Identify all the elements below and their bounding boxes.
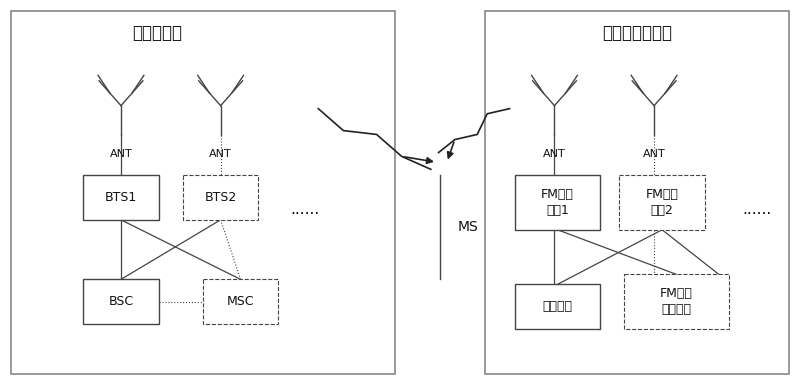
Bar [11,11,395,374]
Text: ANT: ANT [543,149,566,160]
Text: BTS1: BTS1 [105,191,137,204]
Text: ......: ...... [742,202,771,217]
Text: 广播总台: 广播总台 [542,300,573,313]
Text: MS: MS [458,220,478,234]
Text: ANT: ANT [210,149,232,160]
Text: BTS2: BTS2 [205,191,237,204]
Text: FM广播
监控中心: FM广播 监控中心 [660,287,693,316]
Text: ......: ...... [290,202,320,217]
Bar [514,284,600,329]
Text: ANT: ANT [642,149,666,160]
Text: MSC: MSC [227,295,254,308]
Text: FM发射
设备2: FM发射 设备2 [646,188,678,217]
Text: ANT: ANT [110,149,132,160]
Bar [202,279,278,324]
Bar [182,175,258,220]
Bar [619,175,705,230]
Bar [83,279,159,324]
Bar [514,175,600,230]
Bar [83,175,159,220]
Text: BSC: BSC [109,295,134,308]
Text: FM发射
设备1: FM发射 设备1 [541,188,574,217]
Text: 传统的基站: 传统的基站 [132,24,182,42]
Bar [485,11,789,374]
Text: 传统的广播系统: 传统的广播系统 [602,24,672,42]
Bar [624,275,729,329]
